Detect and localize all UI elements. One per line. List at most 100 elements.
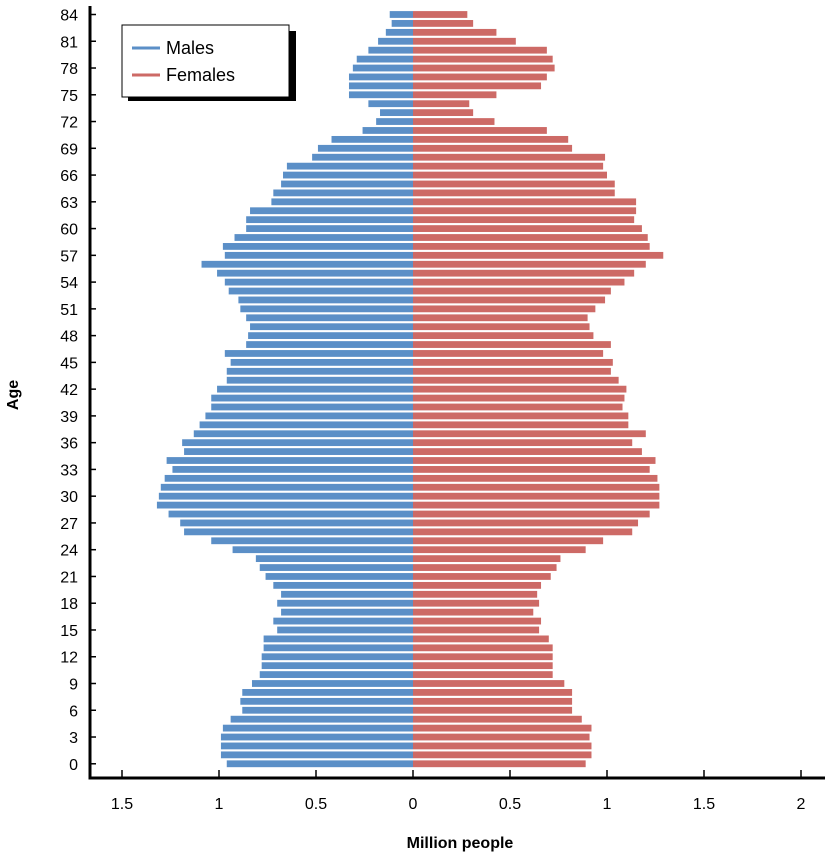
y-tick-label-66: 66 — [60, 168, 78, 185]
x-axis-title: Million people — [407, 835, 514, 852]
y-tick-label-15: 15 — [60, 623, 78, 640]
legend: Males Females — [121, 24, 296, 101]
females-bars — [413, 11, 664, 768]
bar-males-age-3 — [220, 733, 413, 741]
bar-males-age-46 — [224, 350, 413, 357]
bar-females-age-78 — [413, 64, 555, 72]
bar-males-age-54 — [224, 278, 413, 286]
bar-females-age-54 — [413, 278, 625, 286]
bar-females-age-73 — [413, 109, 474, 117]
bar-females-age-50 — [413, 314, 588, 322]
bar-females-age-16 — [413, 617, 542, 625]
bar-males-age-49 — [250, 323, 413, 331]
bar-females-age-58 — [413, 243, 650, 250]
bar-females-age-28 — [413, 510, 650, 518]
bar-males-age-10 — [259, 671, 413, 678]
bar-females-age-67 — [413, 162, 604, 170]
bar-females-age-77 — [413, 73, 547, 81]
bar-males-age-44 — [226, 367, 413, 375]
bar-males-age-42 — [217, 385, 413, 393]
x-tick-label-7: 2 — [797, 796, 806, 813]
bar-males-age-19 — [281, 590, 413, 598]
bar-females-age-46 — [413, 350, 604, 357]
bar-males-age-38 — [199, 421, 413, 429]
bar-males-age-78 — [352, 64, 413, 72]
bar-males-age-71 — [362, 127, 413, 134]
bar-males-age-23 — [255, 555, 413, 563]
bar-males-age-64 — [273, 189, 413, 197]
bar-males-age-52 — [238, 296, 413, 304]
bar-females-age-7 — [413, 697, 573, 705]
y-tick-label-78: 78 — [60, 61, 78, 78]
bar-females-age-80 — [413, 46, 547, 54]
bar-males-age-14 — [263, 635, 413, 643]
bar-males-age-67 — [286, 162, 413, 170]
bar-males-age-79 — [356, 55, 413, 63]
bar-males-age-68 — [312, 153, 413, 161]
bar-females-age-57 — [413, 251, 664, 259]
bar-males-age-60 — [246, 225, 413, 232]
bar-females-age-81 — [413, 37, 516, 45]
bar-females-age-4 — [413, 724, 592, 732]
y-tick-label-12: 12 — [60, 650, 78, 667]
bar-males-age-40 — [211, 403, 413, 411]
bar-females-age-2 — [413, 742, 592, 750]
bar-males-age-84 — [389, 11, 413, 18]
y-tick-label-21: 21 — [60, 569, 78, 586]
bar-females-age-21 — [413, 573, 551, 580]
y-tick-label-84: 84 — [60, 8, 78, 25]
y-tick-label-72: 72 — [60, 115, 78, 132]
bar-males-age-22 — [259, 564, 413, 571]
bar-males-age-5 — [230, 715, 413, 723]
x-tick-label-6: 1.5 — [693, 796, 715, 813]
bar-females-age-38 — [413, 421, 629, 429]
bar-males-age-28 — [168, 510, 413, 518]
bar-females-age-30 — [413, 492, 660, 500]
bar-females-age-70 — [413, 135, 569, 143]
bar-males-age-32 — [164, 474, 413, 482]
bar-males-age-53 — [228, 287, 413, 295]
y-axis-ticks: 0369121518212427303336394245485154576063… — [60, 8, 96, 774]
x-tick-label-4: 0.5 — [499, 796, 521, 813]
y-tick-label-27: 27 — [60, 516, 78, 533]
bar-males-age-48 — [248, 332, 413, 340]
bar-females-age-33 — [413, 466, 650, 473]
bar-females-age-64 — [413, 189, 615, 197]
bar-males-age-34 — [166, 457, 413, 464]
bar-males-age-0 — [226, 760, 413, 768]
bar-males-age-80 — [368, 46, 413, 54]
bar-males-age-56 — [201, 260, 413, 268]
y-tick-label-81: 81 — [60, 34, 78, 51]
bar-males-age-18 — [277, 599, 413, 607]
bar-females-age-71 — [413, 127, 547, 134]
x-tick-label-2: 0.5 — [305, 796, 327, 813]
bar-males-age-65 — [281, 180, 413, 188]
bar-males-age-1 — [220, 751, 413, 759]
bar-females-age-61 — [413, 216, 635, 224]
bar-males-age-59 — [234, 234, 413, 241]
bar-males-age-4 — [222, 724, 413, 732]
bar-males-age-41 — [211, 394, 413, 402]
bar-females-age-68 — [413, 153, 606, 161]
bar-females-age-22 — [413, 564, 557, 571]
axes — [88, 6, 825, 780]
bar-females-age-18 — [413, 599, 540, 607]
bar-females-age-31 — [413, 483, 660, 491]
y-tick-label-36: 36 — [60, 436, 78, 453]
y-tick-label-18: 18 — [60, 596, 78, 613]
y-tick-label-33: 33 — [60, 462, 78, 479]
bar-females-age-51 — [413, 305, 596, 313]
bar-females-age-14 — [413, 635, 549, 643]
y-tick-label-63: 63 — [60, 195, 78, 212]
bar-males-age-21 — [265, 573, 413, 580]
x-axis-ticks: 1.5 1 0.5 0 0.5 1 1.5 2 — [111, 770, 806, 813]
bar-females-age-35 — [413, 448, 642, 455]
bar-males-age-77 — [348, 73, 413, 81]
bar-females-age-3 — [413, 733, 590, 741]
y-axis-title: Age — [5, 380, 22, 410]
bar-females-age-29 — [413, 501, 660, 509]
x-tick-label-1: 1 — [215, 796, 224, 813]
y-tick-label-75: 75 — [60, 88, 78, 105]
bar-males-age-43 — [226, 376, 413, 384]
